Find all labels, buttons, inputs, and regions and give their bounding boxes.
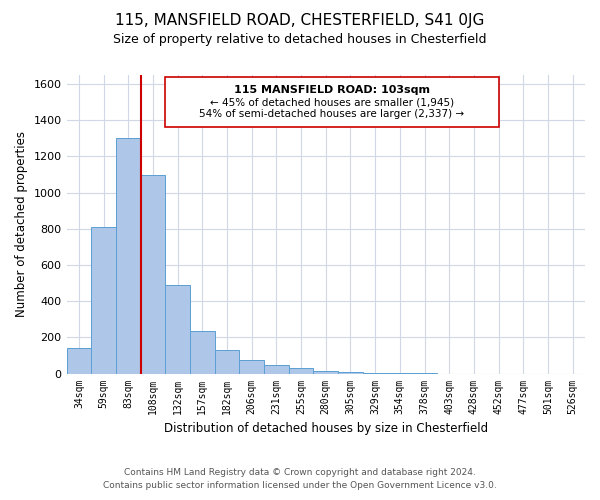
FancyBboxPatch shape	[165, 77, 499, 128]
Y-axis label: Number of detached properties: Number of detached properties	[15, 132, 28, 318]
Text: Size of property relative to detached houses in Chesterfield: Size of property relative to detached ho…	[113, 32, 487, 46]
Bar	[67, 348, 91, 374]
Text: Contains HM Land Registry data © Crown copyright and database right 2024.
Contai: Contains HM Land Registry data © Crown c…	[103, 468, 497, 490]
Bar	[363, 372, 388, 374]
Bar	[140, 176, 165, 374]
Text: 115, MANSFIELD ROAD, CHESTERFIELD, S41 0JG: 115, MANSFIELD ROAD, CHESTERFIELD, S41 0…	[115, 12, 485, 28]
Bar	[116, 138, 140, 374]
Bar	[91, 227, 116, 374]
Bar	[289, 368, 313, 374]
Text: ← 45% of detached houses are smaller (1,945): ← 45% of detached houses are smaller (1,…	[210, 98, 454, 108]
Bar	[190, 331, 215, 374]
Bar	[165, 285, 190, 374]
Bar	[239, 360, 264, 374]
Text: 54% of semi-detached houses are larger (2,337) →: 54% of semi-detached houses are larger (…	[199, 109, 464, 119]
Bar	[313, 371, 338, 374]
Bar	[338, 372, 363, 374]
Bar	[215, 350, 239, 374]
Bar	[264, 364, 289, 374]
X-axis label: Distribution of detached houses by size in Chesterfield: Distribution of detached houses by size …	[164, 422, 488, 435]
Text: 115 MANSFIELD ROAD: 103sqm: 115 MANSFIELD ROAD: 103sqm	[234, 85, 430, 95]
